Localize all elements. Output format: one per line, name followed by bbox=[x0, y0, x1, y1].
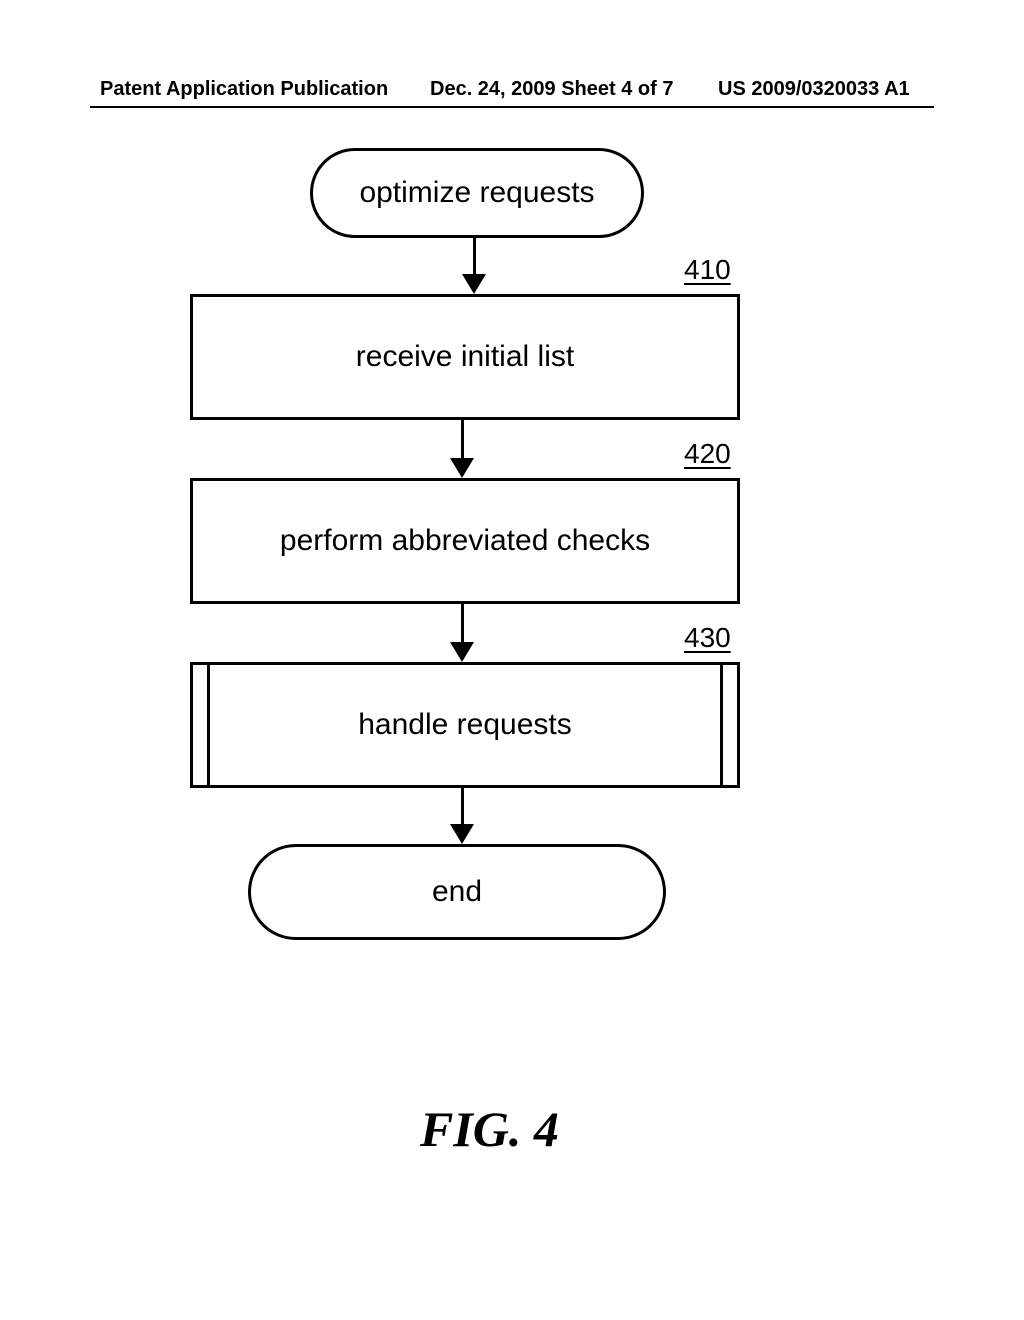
arrow-line bbox=[461, 417, 464, 458]
header-center: Dec. 24, 2009 Sheet 4 of 7 bbox=[430, 78, 673, 101]
arrow-head-icon bbox=[450, 458, 474, 478]
header-left: Patent Application Publication bbox=[100, 78, 388, 101]
arrow-line bbox=[461, 785, 464, 824]
ref-label-410: 410 bbox=[684, 254, 731, 286]
flow-subprocess-n430: handle requests bbox=[190, 662, 740, 788]
arrow-line bbox=[473, 235, 476, 274]
flow-process-n420: perform abbreviated checks bbox=[190, 478, 740, 604]
page: Patent Application Publication Dec. 24, … bbox=[0, 0, 1024, 1320]
ref-label-420: 420 bbox=[684, 438, 731, 470]
arrow-line bbox=[461, 601, 464, 642]
header-rule bbox=[90, 106, 934, 108]
arrow-head-icon bbox=[450, 824, 474, 844]
flow-terminator-end: end bbox=[248, 844, 666, 940]
flow-process-n410: receive initial list bbox=[190, 294, 740, 420]
ref-label-430: 430 bbox=[684, 622, 731, 654]
header-right: US 2009/0320033 A1 bbox=[718, 78, 910, 101]
flow-subprocess-label: handle requests bbox=[193, 665, 737, 785]
arrow-head-icon bbox=[462, 274, 486, 294]
figure-label: FIG. 4 bbox=[420, 1100, 559, 1158]
flow-terminator-start: optimize requests bbox=[310, 148, 644, 238]
arrow-head-icon bbox=[450, 642, 474, 662]
